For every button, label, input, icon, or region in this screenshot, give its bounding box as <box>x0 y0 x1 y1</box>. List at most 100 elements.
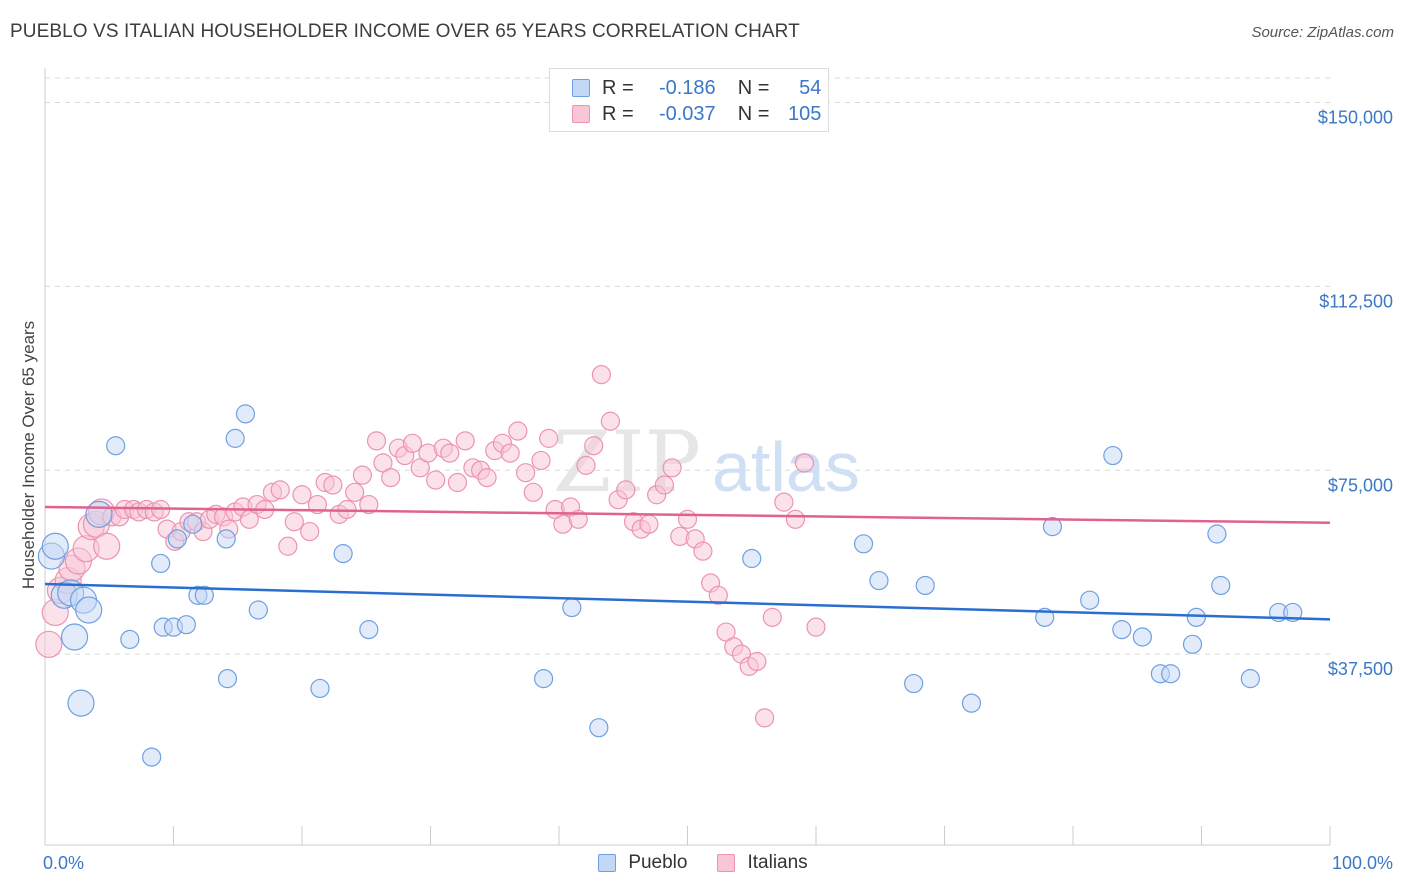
pueblo-point <box>60 623 89 651</box>
pueblo-point <box>217 669 238 689</box>
pueblo-trend-line <box>44 582 1331 621</box>
pueblo-point <box>562 597 582 618</box>
italians-point <box>508 421 528 441</box>
italians-point <box>93 532 121 560</box>
pueblo-point <box>1132 627 1152 647</box>
italians-point <box>539 428 559 448</box>
pueblo-point <box>106 436 126 456</box>
pueblo-point <box>75 596 103 624</box>
legend-row-pueblo: R = -0.186 N = 54 <box>572 76 821 100</box>
pueblo-point <box>142 747 162 767</box>
pueblo-legend-swatch <box>598 854 617 872</box>
italians-point <box>292 485 312 505</box>
italians-point <box>500 443 520 463</box>
pueblo-point <box>589 718 609 738</box>
pueblo-swatch <box>572 79 590 97</box>
italians-point <box>708 585 728 605</box>
n-label: N = <box>737 102 770 125</box>
italians-point <box>600 411 621 431</box>
pueblo-n-value: 54 <box>799 76 822 99</box>
italians-point <box>278 536 298 556</box>
italians-point <box>762 607 782 627</box>
italians-legend-swatch <box>717 854 736 872</box>
italians-point <box>576 455 596 475</box>
pueblo-point <box>1186 607 1206 627</box>
series-legend: Pueblo Italians <box>0 852 1406 874</box>
pueblo-point <box>216 529 236 549</box>
italians-point <box>677 509 698 529</box>
italians-point <box>440 443 460 463</box>
italians-point <box>477 468 497 488</box>
pueblo-point <box>1207 524 1227 544</box>
pueblo-point <box>1161 664 1181 684</box>
italians-point <box>426 470 446 490</box>
legend-item-pueblo[interactable]: Pueblo <box>598 852 687 874</box>
pueblo-point <box>310 678 330 699</box>
x-tick-label-min: 0.0% <box>43 853 84 873</box>
pueblo-point <box>67 689 95 717</box>
italians-point <box>523 482 543 502</box>
italians-point <box>584 436 604 456</box>
italians-point <box>616 480 636 500</box>
pueblo-point <box>1042 517 1063 537</box>
pueblo-point <box>194 585 214 605</box>
pueblo-point <box>1182 634 1203 654</box>
italians-legend-label: Italians <box>747 852 808 873</box>
italians-trend-line <box>44 505 1331 524</box>
pueblo-point <box>183 514 203 534</box>
pueblo-point <box>1080 590 1100 610</box>
y-tick-label: $75,000 <box>1328 475 1393 495</box>
pueblo-point <box>869 570 889 591</box>
gridlines <box>45 77 1330 655</box>
pueblo-point <box>41 532 69 560</box>
italians-point <box>639 514 659 534</box>
pueblo-point <box>176 615 196 635</box>
pueblo-point <box>961 693 982 713</box>
italians-point <box>794 453 815 473</box>
italians-points <box>35 365 826 728</box>
trend-lines <box>44 505 1331 621</box>
italians-point <box>662 458 682 478</box>
x-tick-labels: 0.0% 100.0% <box>43 853 1393 873</box>
y-tick-label: $37,500 <box>1328 659 1393 679</box>
chart-title: PUEBLO VS ITALIAN HOUSEHOLDER INCOME OVE… <box>10 21 800 42</box>
italians-point <box>345 482 365 502</box>
r-label: R = <box>602 102 634 125</box>
italians-point <box>806 617 826 637</box>
pueblo-r-value: -0.186 <box>658 76 716 99</box>
pueblo-point <box>151 553 171 574</box>
pueblo-point <box>248 600 268 620</box>
pueblo-point <box>742 548 762 569</box>
italians-n-value: 105 <box>788 102 822 125</box>
italians-swatch <box>572 105 590 123</box>
italians-point <box>270 480 290 500</box>
axes <box>44 68 1331 846</box>
legend-row-italians: R = -0.037 N = 105 <box>572 102 821 126</box>
pueblo-point <box>120 629 140 650</box>
pueblo-legend-label: Pueblo <box>628 852 688 873</box>
pueblo-point <box>1240 669 1260 689</box>
italians-point <box>402 433 423 453</box>
legend-item-italians[interactable]: Italians <box>717 852 808 874</box>
pueblo-point <box>359 620 379 640</box>
italians-point <box>366 431 387 451</box>
italians-point <box>654 475 674 495</box>
pueblo-point <box>1035 607 1055 627</box>
y-tick-label: $150,000 <box>1318 108 1393 128</box>
italians-point <box>515 463 536 483</box>
pueblo-point <box>904 673 924 694</box>
stats-legend: R = -0.186 N = 54 R = -0.037 N = 105 <box>549 68 829 132</box>
pueblo-point <box>85 500 113 528</box>
italians-point <box>774 492 794 512</box>
pueblo-point <box>1112 620 1132 640</box>
italians-point <box>785 509 806 529</box>
italians-point <box>455 431 475 451</box>
pueblo-point <box>1103 445 1123 466</box>
italians-point <box>531 450 551 471</box>
italians-point <box>323 475 343 495</box>
r-label: R = <box>602 76 634 99</box>
italians-r-value: -0.037 <box>658 102 716 125</box>
y-tick-labels: $37,500 $75,000 $112,500 $150,000 <box>1318 108 1393 680</box>
pueblo-point <box>225 428 245 448</box>
